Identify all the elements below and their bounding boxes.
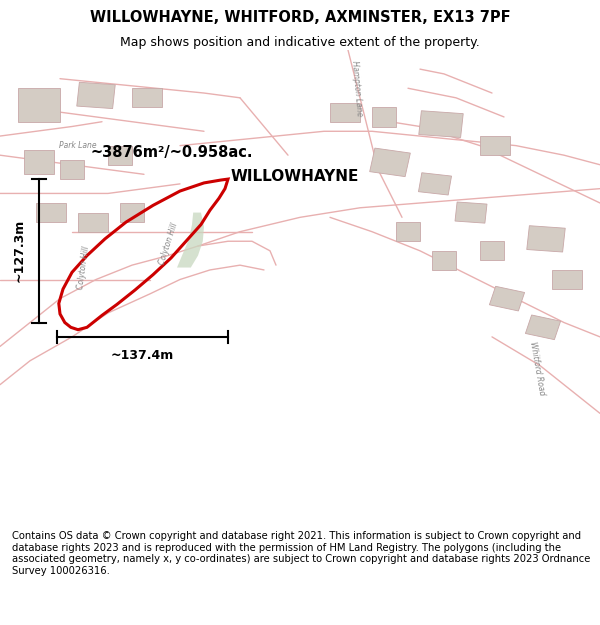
Text: Map shows position and indicative extent of the property.: Map shows position and indicative extent… [120,36,480,49]
Text: ~127.3m: ~127.3m [13,219,26,282]
Bar [370,148,410,177]
Bar [432,251,456,270]
Text: WILLOWHAYNE: WILLOWHAYNE [231,169,359,184]
Bar [60,160,84,179]
Text: Whitford Road: Whitford Road [528,341,546,396]
Bar [78,213,108,232]
Bar [330,102,360,122]
Bar [372,107,396,126]
Bar [108,146,132,165]
Bar [552,270,582,289]
Bar [526,315,560,339]
Polygon shape [177,213,204,268]
Bar [455,202,487,223]
Bar [527,226,565,252]
Text: ~3876m²/~0.958ac.: ~3876m²/~0.958ac. [90,145,253,160]
Bar [480,241,504,261]
Text: Contains OS data © Crown copyright and database right 2021. This information is : Contains OS data © Crown copyright and d… [12,531,590,576]
Text: Hampton Lane: Hampton Lane [350,60,364,116]
Bar [480,136,510,155]
Bar [77,82,115,109]
Bar [396,222,420,241]
Bar [418,173,452,195]
Bar [36,203,66,222]
Bar [18,88,60,122]
Bar [132,88,162,107]
Text: Park Lane: Park Lane [59,141,97,150]
Bar [120,203,144,222]
Bar [24,151,54,174]
Bar [419,111,463,138]
Text: Colyton Hill: Colyton Hill [77,246,91,290]
Bar [490,286,524,311]
Text: Colyton Hill: Colyton Hill [157,221,179,266]
Text: WILLOWHAYNE, WHITFORD, AXMINSTER, EX13 7PF: WILLOWHAYNE, WHITFORD, AXMINSTER, EX13 7… [89,10,511,25]
Text: ~137.4m: ~137.4m [111,349,174,362]
